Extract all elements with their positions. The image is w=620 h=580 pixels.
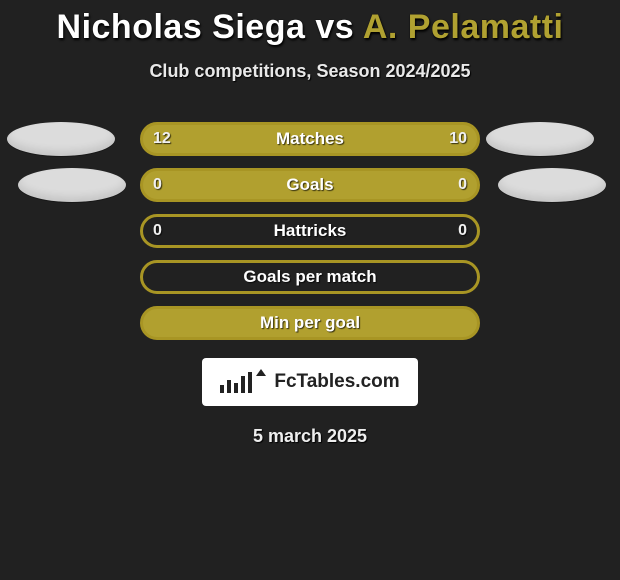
team-badge-right — [486, 122, 594, 156]
team-badge-right — [498, 168, 606, 202]
logo-block: FcTables.com — [202, 358, 418, 406]
stat-row: Min per goal — [0, 300, 620, 346]
subtitle: Club competitions, Season 2024/2025 — [0, 61, 620, 82]
logo-arrow-icon — [256, 369, 266, 376]
date-text: 5 march 2025 — [0, 426, 620, 447]
stat-left-value: 12 — [153, 125, 171, 153]
team-badge-left — [7, 122, 115, 156]
stat-bar: 0 Hattricks 0 — [140, 214, 480, 248]
stat-bar-inner: 0 Goals 0 — [143, 171, 477, 199]
stat-label: Goals — [286, 175, 333, 195]
stat-right-value: 0 — [458, 217, 467, 245]
stat-left-value: 0 — [153, 171, 162, 199]
stat-bar: Goals per match — [140, 260, 480, 294]
stat-left-value: 0 — [153, 217, 162, 245]
title-player1: Nicholas Siega — [57, 8, 306, 46]
logo-chart-icon — [220, 371, 252, 393]
stat-row: 0 Goals 0 — [0, 162, 620, 208]
stat-right-value: 10 — [449, 125, 467, 153]
stat-row: 0 Hattricks 0 — [0, 208, 620, 254]
team-badge-left — [18, 168, 126, 202]
stat-bar-inner: 12 Matches 10 — [143, 125, 477, 153]
stat-row: Goals per match — [0, 254, 620, 300]
stat-label: Goals per match — [243, 267, 376, 287]
stat-rows: 12 Matches 10 0 Goals 0 0 Hattricks 0 Goals per m… — [0, 116, 620, 346]
stat-bar: Min per goal — [140, 306, 480, 340]
stat-bar-inner: Goals per match — [143, 263, 477, 291]
stat-right-value: 0 — [458, 171, 467, 199]
infographic-root: Nicholas Siega vs A. Pelamatti Club comp… — [0, 0, 620, 580]
page-title: Nicholas Siega vs A. Pelamatti — [0, 8, 620, 47]
stat-bar-inner: 0 Hattricks 0 — [143, 217, 477, 245]
stat-label: Hattricks — [274, 221, 347, 241]
stat-label: Min per goal — [260, 313, 360, 333]
stat-row: 12 Matches 10 — [0, 116, 620, 162]
stat-bar: 0 Goals 0 — [140, 168, 480, 202]
title-vs: vs — [315, 8, 354, 46]
title-player2: A. Pelamatti — [363, 8, 564, 46]
stat-bar-inner: Min per goal — [143, 309, 477, 337]
stat-bar: 12 Matches 10 — [140, 122, 480, 156]
stat-label: Matches — [276, 129, 344, 149]
logo-text: FcTables.com — [274, 371, 399, 393]
